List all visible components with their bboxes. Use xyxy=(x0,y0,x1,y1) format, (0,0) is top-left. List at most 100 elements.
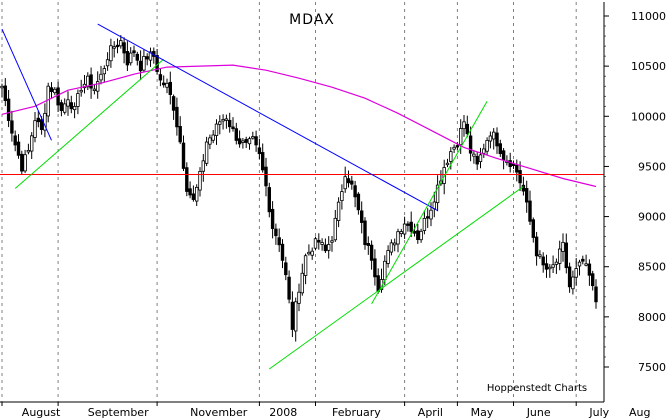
candle-body xyxy=(293,301,298,332)
candle-body xyxy=(373,258,377,278)
candle-body xyxy=(227,119,232,128)
candle-body xyxy=(237,138,242,145)
candle-body xyxy=(26,149,31,153)
candle-body xyxy=(79,89,83,93)
y-tick-label: 8000 xyxy=(638,311,666,324)
candle-body xyxy=(29,135,34,152)
candle-body xyxy=(359,210,364,223)
candle-body xyxy=(478,154,483,163)
candle-body xyxy=(488,135,493,142)
candle-body xyxy=(201,160,205,172)
candle-body xyxy=(336,201,341,221)
candle-body xyxy=(102,68,106,75)
candle-body xyxy=(383,260,387,281)
candle-body xyxy=(99,73,103,81)
candle-body xyxy=(574,268,578,278)
candle-body xyxy=(485,140,489,152)
candle-body xyxy=(333,217,337,241)
candle-body xyxy=(194,186,199,202)
candle-body xyxy=(264,166,268,187)
price-candles xyxy=(0,35,598,342)
candle-body xyxy=(148,51,153,61)
candle-body xyxy=(224,118,229,121)
candle-body xyxy=(6,98,11,121)
candle-body xyxy=(320,242,324,245)
candle-body xyxy=(244,138,248,143)
candle-body xyxy=(511,163,516,166)
candle-body xyxy=(389,242,394,253)
x-tick-label: February xyxy=(332,406,381,419)
candle-body xyxy=(36,117,40,123)
candle-body xyxy=(188,188,192,196)
candle-body xyxy=(317,239,321,243)
candle-body xyxy=(138,60,143,72)
candle-body xyxy=(445,162,450,166)
candle-body xyxy=(16,141,21,156)
candle-body xyxy=(449,151,453,162)
candle-body xyxy=(587,263,592,276)
y-tick-label: 7500 xyxy=(638,361,666,374)
x-tick-label: June xyxy=(526,406,551,419)
candle-body xyxy=(353,185,357,198)
candle-body xyxy=(313,238,318,249)
candle-body xyxy=(284,262,288,276)
candle-body xyxy=(392,242,397,246)
candle-body xyxy=(343,176,347,190)
candle-body xyxy=(63,103,67,113)
candle-body xyxy=(20,153,24,172)
y-tick-label: 11000 xyxy=(631,10,666,23)
candle-body xyxy=(56,87,60,106)
candle-body xyxy=(119,40,123,47)
candle-body xyxy=(495,132,499,147)
candle-body xyxy=(538,254,542,257)
candle-body xyxy=(564,242,568,269)
candle-body xyxy=(528,200,532,222)
candle-body xyxy=(406,223,410,226)
candle-body xyxy=(270,208,275,229)
candle-body xyxy=(122,42,126,54)
candle-body xyxy=(218,121,222,125)
candle-body xyxy=(211,134,215,141)
trendline xyxy=(14,58,165,189)
candle-body xyxy=(330,240,334,243)
candle-body xyxy=(465,123,469,135)
candle-body xyxy=(208,137,212,145)
y-tick-label: 8500 xyxy=(638,261,666,274)
candle-body xyxy=(363,220,367,246)
chart-title: MDAX xyxy=(289,12,335,28)
candle-body xyxy=(13,135,17,146)
candle-body xyxy=(251,136,255,139)
trendline xyxy=(1,28,52,141)
candle-body xyxy=(544,263,549,270)
candle-body xyxy=(86,75,90,88)
candle-body xyxy=(369,244,374,261)
candle-body xyxy=(594,286,598,303)
candle-body xyxy=(412,231,417,234)
candle-body xyxy=(125,51,130,66)
candle-body xyxy=(105,59,110,67)
candle-body xyxy=(462,121,466,130)
candle-body xyxy=(185,167,189,192)
candle-body xyxy=(145,56,149,60)
candle-body xyxy=(142,56,146,71)
candle-body xyxy=(10,120,14,134)
candle-body xyxy=(241,140,245,143)
candle-body xyxy=(158,74,163,81)
candle-body xyxy=(399,231,403,235)
candle-body xyxy=(584,263,588,266)
candle-body xyxy=(297,291,301,304)
x-tick-label: Aug xyxy=(629,406,650,419)
candle-body xyxy=(558,248,562,264)
candle-body xyxy=(422,217,427,231)
y-tick-label: 9500 xyxy=(638,160,666,173)
candle-body xyxy=(214,123,219,136)
candle-body xyxy=(280,243,285,261)
candle-body xyxy=(128,52,133,64)
x-tick-label: November xyxy=(190,406,248,419)
candle-body xyxy=(96,81,100,92)
candle-body xyxy=(419,230,423,241)
candle-body xyxy=(161,82,166,86)
candle-body xyxy=(49,87,54,93)
candle-body xyxy=(435,184,440,204)
